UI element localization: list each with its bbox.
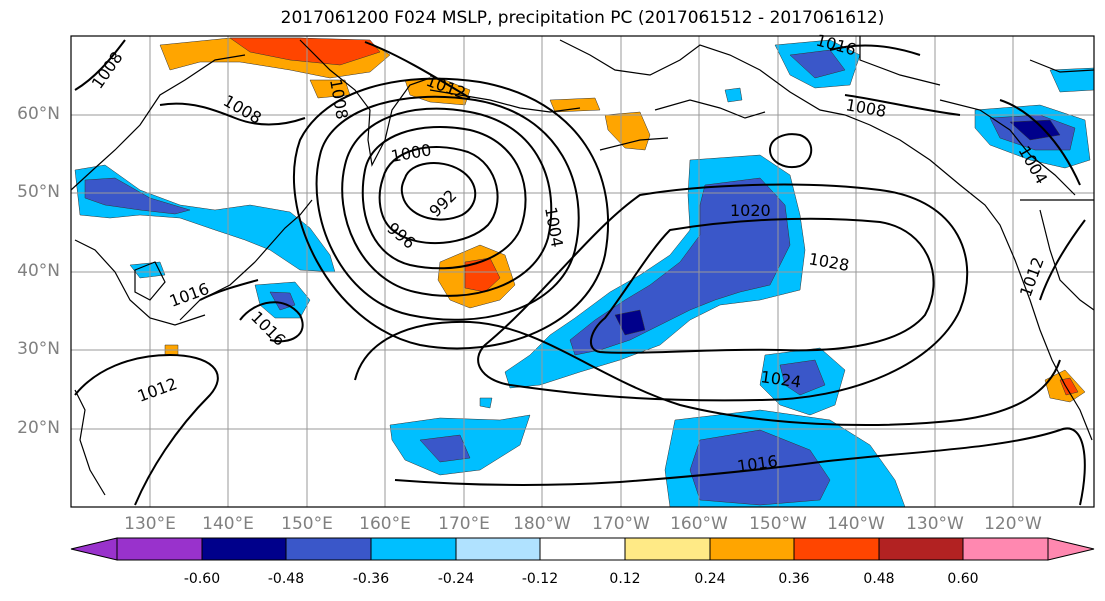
- isobar-label: 1020: [730, 201, 771, 220]
- colorbar-segment: [539, 537, 626, 561]
- lat-label: 60°N: [17, 104, 60, 124]
- colorbar-segment: [116, 537, 203, 561]
- map-frame: [70, 35, 1095, 508]
- colorbar: [70, 537, 1095, 561]
- colorbar-tick-label: 0.12: [609, 571, 641, 587]
- map-title: 2017061200 F024 MSLP, precipitation PC (…: [280, 8, 885, 28]
- colorbar-tick-label: -0.12: [521, 571, 559, 587]
- colorbar-tick-label: 0.36: [778, 571, 810, 587]
- colorbar-segment: [370, 537, 457, 561]
- lon-label: 150°E: [281, 514, 333, 534]
- colorbar-tick-label: 0.48: [863, 571, 895, 587]
- lon-label: 140°W: [827, 514, 885, 534]
- colorbar-segment: [455, 537, 541, 561]
- lon-label: 170°W: [592, 514, 650, 534]
- lon-label: 160°W: [670, 514, 728, 534]
- colorbar-tick-label: -0.60: [183, 571, 221, 587]
- coastlines: [71, 36, 1094, 496]
- colorbar-tick-label: 0.60: [947, 571, 979, 587]
- colorbar-segment: [878, 537, 964, 561]
- lon-label: 130°E: [124, 514, 176, 534]
- colorbar-segment: [201, 537, 287, 561]
- lat-label: 50°N: [17, 182, 60, 202]
- lon-label: 120°W: [984, 514, 1042, 534]
- lon-label: 180°W: [513, 514, 571, 534]
- colorbar-tick-label: -0.36: [352, 571, 390, 587]
- lon-label: 130°W: [906, 514, 964, 534]
- colorbar-tick-label: -0.48: [267, 571, 305, 587]
- colorbar-tick-label: -0.24: [437, 571, 475, 587]
- lon-label: 160°E: [359, 514, 411, 534]
- colorbar-segment: [624, 537, 711, 561]
- colorbar-tick-label: 0.24: [694, 571, 726, 587]
- lat-label: 30°N: [17, 339, 60, 359]
- lat-label: 40°N: [17, 261, 60, 281]
- colorbar-extend-low: [70, 537, 118, 561]
- lon-label: 140°E: [202, 514, 254, 534]
- lon-label: 170°E: [438, 514, 490, 534]
- colorbar-segment: [285, 537, 372, 561]
- graticule: [71, 36, 1094, 507]
- lat-label: 20°N: [17, 418, 60, 438]
- isobars: [74, 39, 1086, 506]
- colorbar-segment: [709, 537, 795, 561]
- colorbar-segment: [962, 537, 1049, 561]
- lon-label: 150°W: [749, 514, 807, 534]
- colorbar-segment: [793, 537, 880, 561]
- colorbar-extend-high: [1047, 537, 1095, 561]
